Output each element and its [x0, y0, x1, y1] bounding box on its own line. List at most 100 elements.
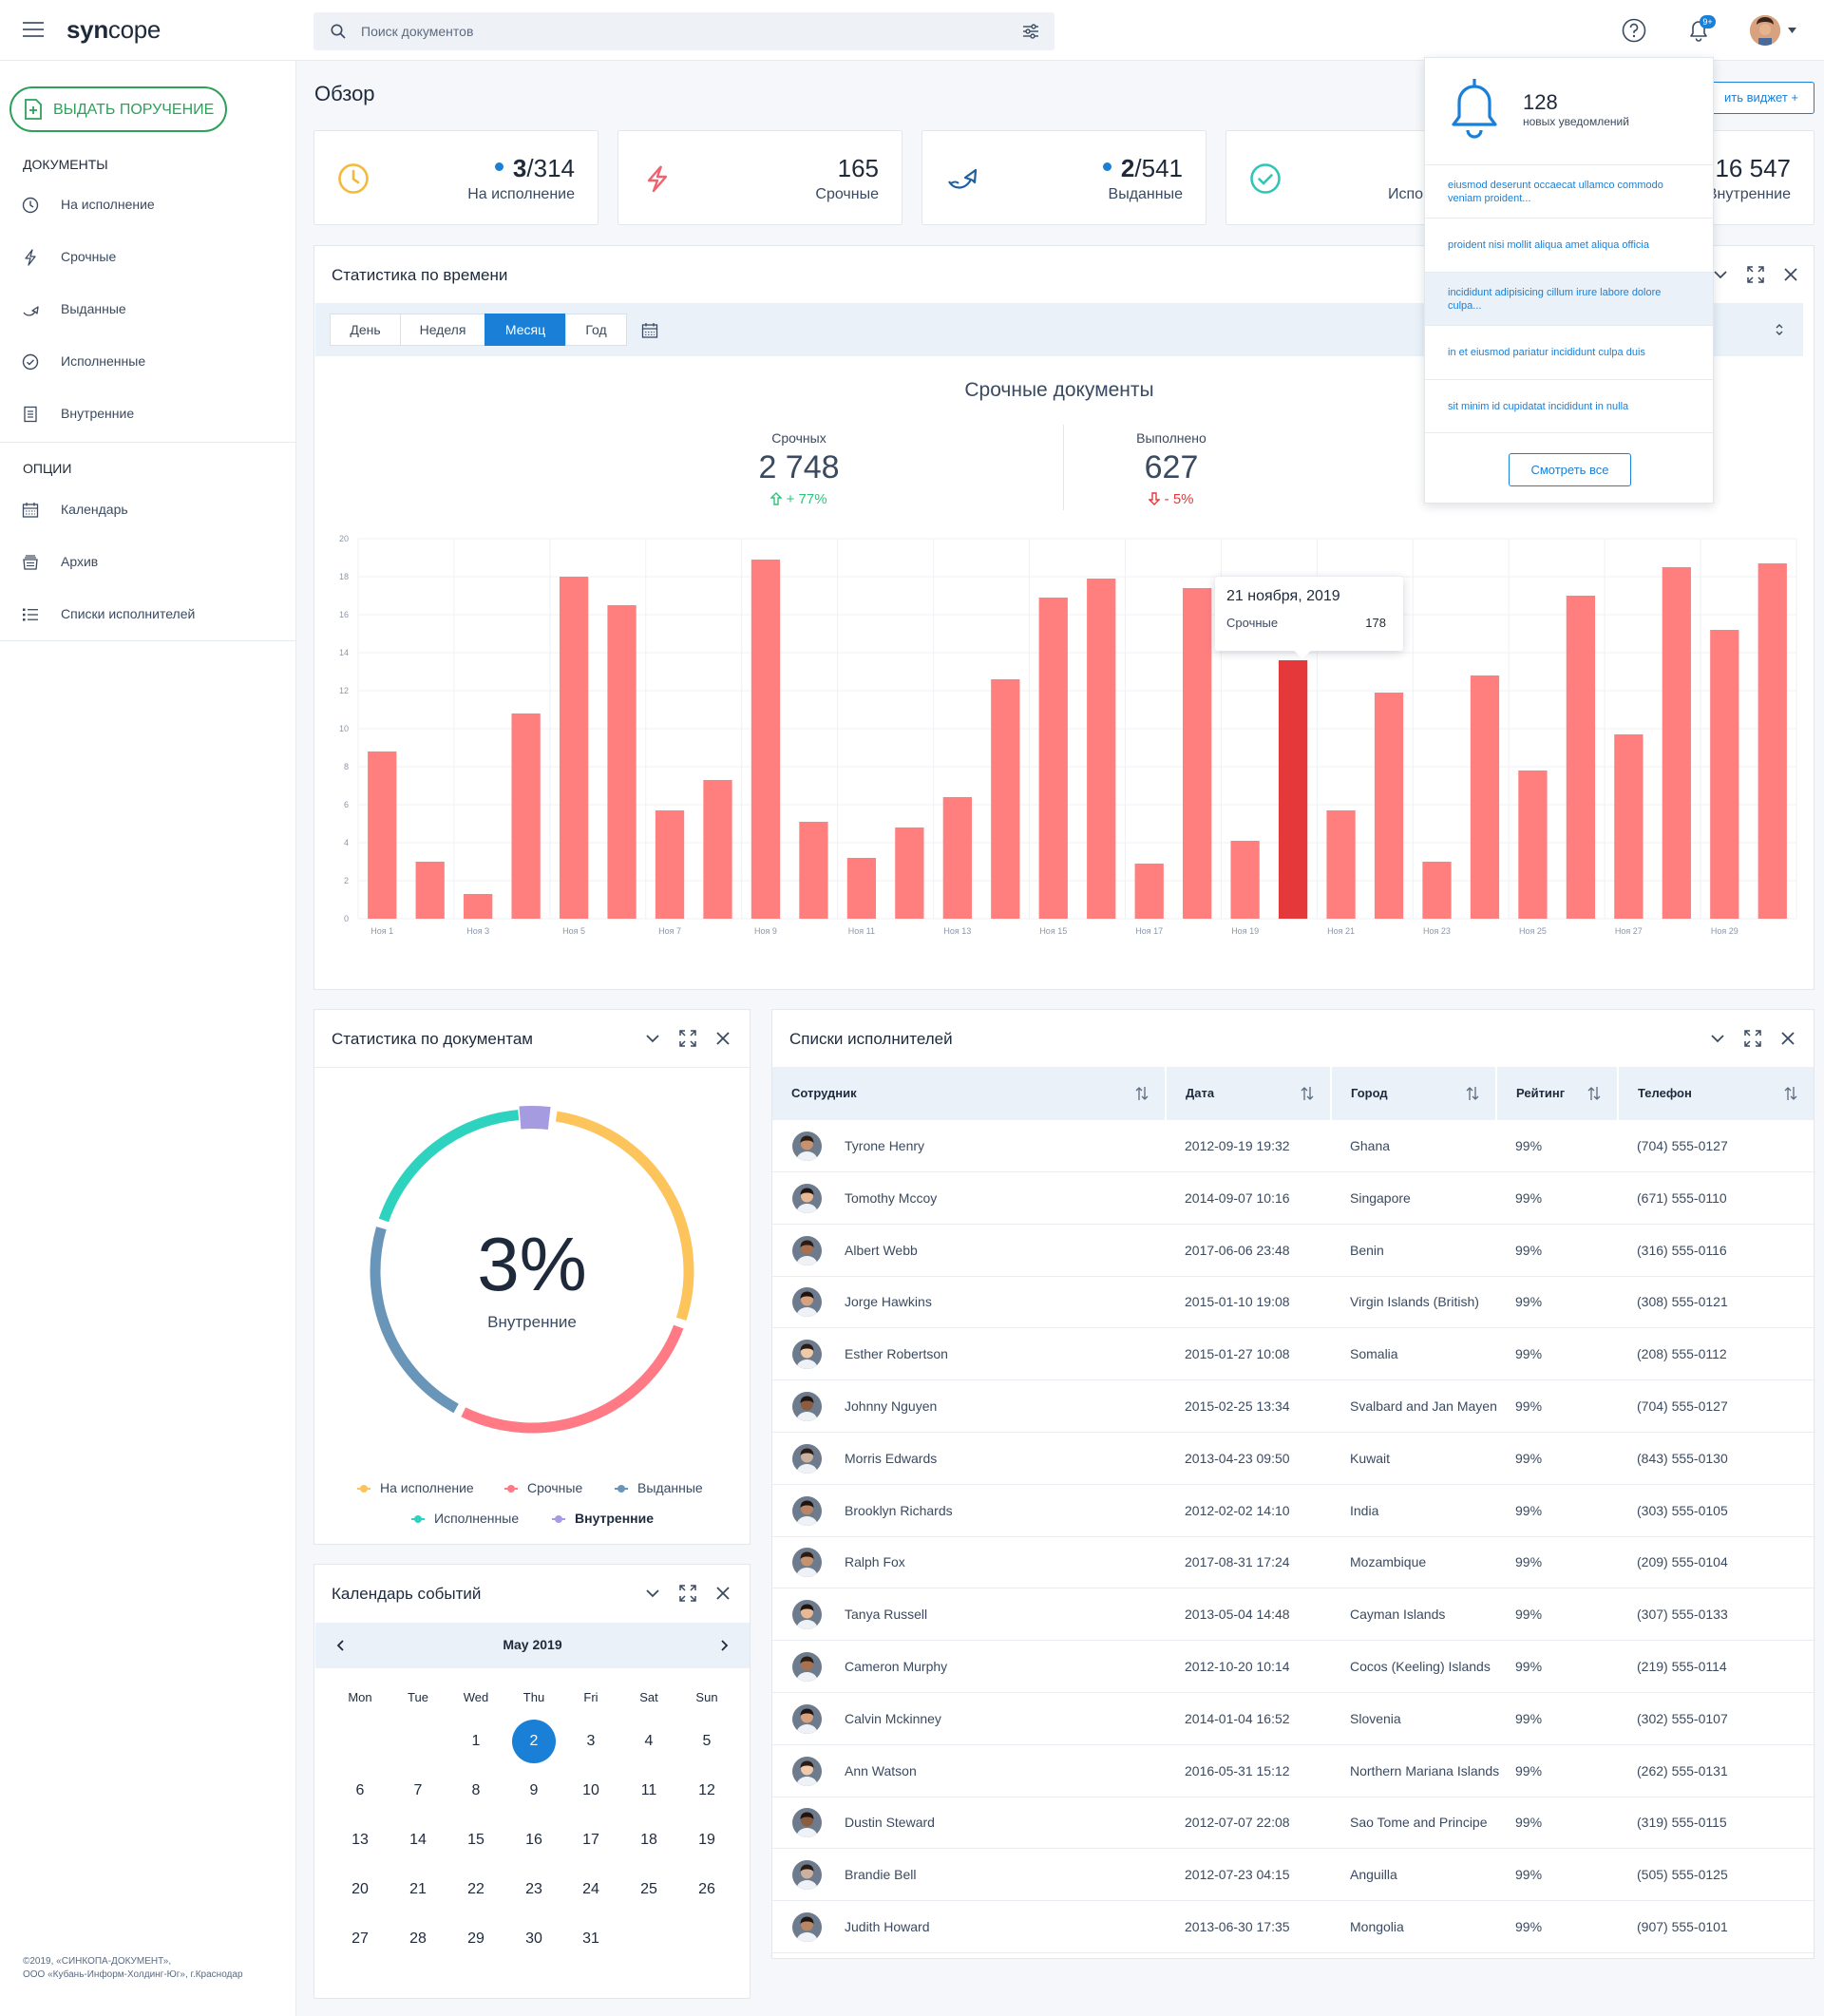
next-month-chevron-icon[interactable]: [717, 1639, 731, 1652]
calendar-day[interactable]: 12: [698, 1782, 715, 1798]
calendar-day[interactable]: 13: [352, 1832, 369, 1848]
calendar-day-selected[interactable]: 2: [512, 1720, 556, 1763]
bar[interactable]: [1374, 693, 1404, 919]
calendar-day[interactable]: 29: [467, 1930, 484, 1947]
bar[interactable]: [1566, 596, 1596, 919]
calendar-day[interactable]: 15: [467, 1832, 484, 1848]
sidebar-item-in-progress[interactable]: На исполнение: [0, 186, 295, 224]
user-avatar[interactable]: [1750, 15, 1780, 46]
sidebar-item-issued[interactable]: Выданные: [0, 291, 295, 329]
bar[interactable]: [942, 797, 972, 919]
sidebar-item-completed[interactable]: Исполненные: [0, 343, 295, 381]
table-row[interactable]: Cameron Murphy 2012-10-20 10:14 Cocos (Kee…: [772, 1641, 1815, 1693]
bar[interactable]: [415, 862, 445, 919]
notification-item[interactable]: incididunt adipisicing cillum irure labo…: [1425, 272, 1713, 325]
close-icon[interactable]: [1778, 1029, 1797, 1048]
tab-year[interactable]: Год: [565, 314, 627, 346]
calendar-day[interactable]: 28: [409, 1930, 427, 1947]
calendar-day[interactable]: 16: [525, 1832, 542, 1848]
table-row[interactable]: Morris Edwards 2013-04-23 09:50 Kuwait 99% (…: [772, 1433, 1815, 1485]
bar[interactable]: [368, 751, 397, 919]
stat-card-urgent[interactable]: 165 Срочные: [618, 130, 902, 225]
issue-assignment-button[interactable]: ВЫДАТЬ ПОРУЧЕНИЕ: [10, 86, 227, 132]
table-row[interactable]: Esther Robertson 2015-01-27 10:08 Somalia 9…: [772, 1328, 1815, 1381]
calendar-day[interactable]: 9: [529, 1782, 539, 1798]
bar[interactable]: [703, 780, 732, 919]
sidebar-item-urgent[interactable]: Срочные: [0, 238, 295, 276]
table-row[interactable]: Brooklyn Richards 2012-02-02 14:10 India 99…: [772, 1485, 1815, 1537]
bar[interactable]: [559, 577, 589, 919]
bar[interactable]: [846, 858, 877, 919]
table-row[interactable]: Brandie Bell 2012-07-23 04:15 Anguilla 99% (…: [772, 1849, 1815, 1902]
sidebar-item-archive[interactable]: Архив: [0, 543, 295, 581]
table-row[interactable]: Judith Howard 2013-06-30 17:35 Mongolia 99%…: [772, 1901, 1815, 1953]
bar[interactable]: [1518, 770, 1548, 919]
bar[interactable]: [895, 827, 924, 919]
table-row[interactable]: Ann Watson 2016-05-31 15:12 Northern Maria…: [772, 1745, 1815, 1797]
table-row[interactable]: Tanya Russell 2013-05-04 14:48 Cayman Isla…: [772, 1588, 1815, 1642]
calendar-day[interactable]: 31: [582, 1930, 599, 1947]
calendar-day[interactable]: 3: [586, 1733, 596, 1749]
calendar-day[interactable]: 5: [702, 1733, 712, 1749]
donut-segment-in-progress[interactable]: [555, 1111, 694, 1322]
chevron-down-icon[interactable]: [643, 1584, 662, 1603]
bar[interactable]: [1183, 588, 1212, 919]
help-icon[interactable]: [1622, 18, 1646, 43]
calendar-day[interactable]: 4: [644, 1733, 654, 1749]
see-all-notifications-button[interactable]: Смотреть все: [1509, 453, 1631, 486]
table-row[interactable]: Calvin Mckinney 2014-01-04 16:52 Slovenia 9…: [772, 1693, 1815, 1745]
calendar-day[interactable]: 24: [582, 1881, 599, 1897]
table-row[interactable]: Tomothy Mccoy 2014-09-07 10:16 Singapore 99…: [772, 1172, 1815, 1225]
bar[interactable]: [1326, 810, 1356, 919]
bar[interactable]: [799, 822, 828, 919]
calendar-day[interactable]: 19: [698, 1832, 715, 1848]
search-input[interactable]: [361, 12, 988, 50]
close-icon[interactable]: [1781, 265, 1800, 284]
donut-segment-completed[interactable]: [378, 1110, 520, 1223]
expand-icon[interactable]: [678, 1584, 697, 1603]
bar[interactable]: [1614, 734, 1644, 919]
calendar-day[interactable]: 30: [525, 1930, 542, 1947]
column-header-employee[interactable]: Сотрудник: [772, 1067, 1167, 1120]
notification-item[interactable]: proident nisi mollit aliqua amet aliqua …: [1425, 218, 1713, 272]
tab-month[interactable]: Месяц: [484, 314, 566, 346]
tab-week[interactable]: Неделя: [400, 314, 485, 346]
bar[interactable]: [511, 713, 541, 919]
calendar-day[interactable]: 20: [352, 1881, 369, 1897]
bar[interactable]: [1230, 841, 1260, 919]
bar[interactable]: [655, 810, 685, 919]
bar[interactable]: [1087, 579, 1116, 919]
donut-segment-urgent[interactable]: [461, 1324, 684, 1434]
calendar-day[interactable]: 6: [355, 1782, 365, 1798]
calendar-day[interactable]: 10: [582, 1782, 599, 1798]
expand-icon[interactable]: [678, 1029, 697, 1048]
bar[interactable]: [750, 560, 781, 919]
calendar-day[interactable]: 18: [640, 1832, 657, 1848]
notifications-bell-icon[interactable]: [1685, 17, 1712, 44]
calendar-day[interactable]: 7: [413, 1782, 423, 1798]
calendar-picker-icon[interactable]: [641, 322, 658, 339]
donut-segment-issued[interactable]: [370, 1227, 459, 1414]
calendar-day[interactable]: 25: [640, 1881, 657, 1897]
bar[interactable]: [1758, 563, 1787, 919]
table-row[interactable]: Ralph Fox 2017-08-31 17:24 Mozambique 99% (2…: [772, 1536, 1815, 1589]
tab-day[interactable]: День: [330, 314, 401, 346]
prev-month-chevron-icon[interactable]: [334, 1639, 348, 1652]
chevron-down-icon[interactable]: [643, 1029, 662, 1048]
calendar-day[interactable]: 17: [582, 1832, 599, 1848]
table-row[interactable]: Johnny Nguyen 2015-02-25 13:34 Svalbard an…: [772, 1380, 1815, 1433]
chevron-down-icon[interactable]: [1711, 265, 1730, 284]
notification-item[interactable]: eiusmod deserunt occaecat ullamco commod…: [1425, 164, 1713, 218]
expand-icon[interactable]: [1743, 1029, 1762, 1048]
bar[interactable]: [464, 894, 493, 919]
bar[interactable]: [1038, 598, 1068, 919]
calendar-day[interactable]: 1: [471, 1733, 481, 1749]
bar[interactable]: [1470, 675, 1500, 919]
notification-item[interactable]: in et eiusmod pariatur incididunt culpa …: [1425, 325, 1713, 379]
calendar-day[interactable]: 22: [467, 1881, 484, 1897]
column-header-rating[interactable]: Рейтинг: [1497, 1067, 1619, 1120]
calendar-day[interactable]: 11: [640, 1782, 657, 1798]
calendar-day[interactable]: 8: [471, 1782, 481, 1798]
filter-sliders-icon[interactable]: [1022, 24, 1039, 39]
calendar-day[interactable]: 27: [352, 1930, 369, 1947]
